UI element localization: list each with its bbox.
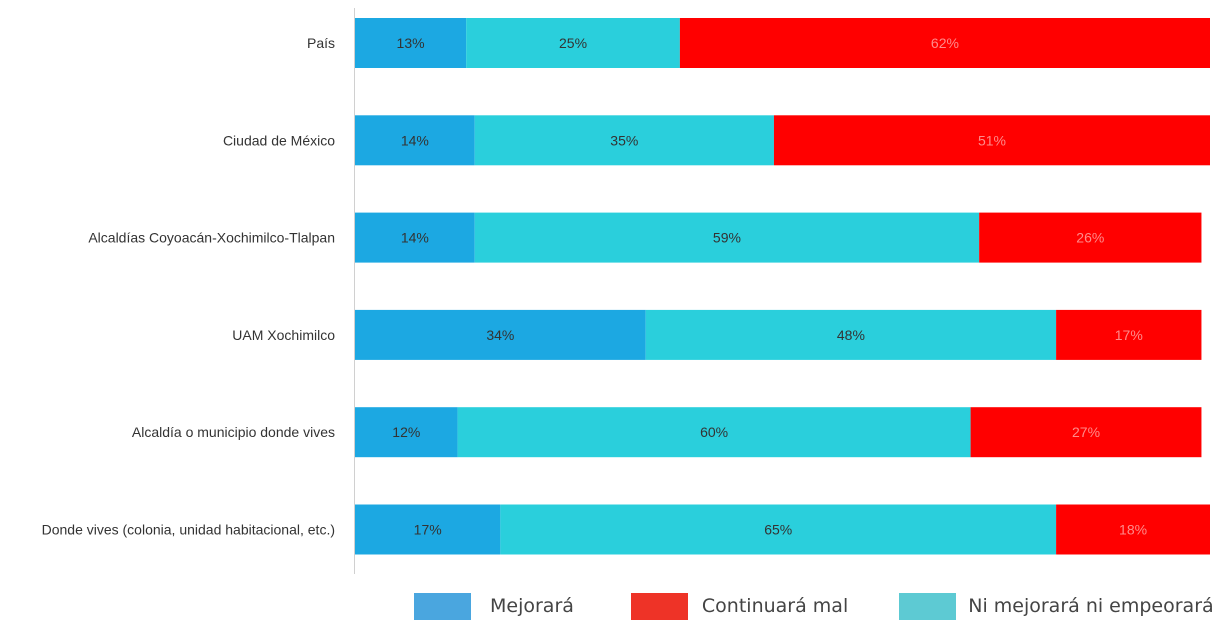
data-label-continuara-mal-ciudad-de-mexico: 51%: [978, 132, 1006, 148]
data-label-mejorara-pais: 13%: [397, 35, 425, 51]
bar-mejorara-donde-vives-colonia-unidad-habitacional-etc: [355, 504, 501, 555]
data-label-ni-mejorara-ni-empeorara-alcaldia-o-municipio-donde-vives: 60%: [700, 424, 728, 440]
data-label-ni-mejorara-ni-empeorara-uam-xochimilco: 48%: [837, 327, 865, 343]
category-labels: País Ciudad de México Alcaldías Coyoacán-X…: [42, 35, 336, 538]
legend-item-continuara-mal: Continuará mal: [630, 592, 849, 620]
category-label-uam-xochimilco: UAM Xochimilco: [232, 327, 335, 343]
bar-mejorara-alcaldias-coyoacan-xochimilco-tlalpan: [355, 212, 475, 263]
stacked-bar-chart: 13% 25% 62% 14% 35% 51% 14% 59% 26% 34% 48% 17% 12% 6…: [42, 8, 1210, 574]
bar-ni-mejorara-ni-empeorara-alcaldias-coyoacan-xochimilco-tlalpan: [474, 212, 980, 263]
legend-label-continuara-mal: Continuará mal: [701, 595, 849, 617]
data-label-continuara-mal-alcaldia-o-municipio-donde-vives: 27%: [1072, 424, 1100, 440]
bar-mejorara-alcaldia-o-municipio-donde-vives: [355, 407, 458, 458]
data-label-continuara-mal-alcaldias-coyoacan-xochimilco-tlalpan: 26%: [1076, 230, 1104, 246]
bar-continuara-mal-alcaldia-o-municipio-donde-vives: [970, 407, 1202, 458]
data-label-continuara-mal-uam-xochimilco: 17%: [1115, 327, 1143, 343]
category-label-alcaldia-o-municipio-donde-vives: Alcaldía o municipio donde vives: [132, 424, 335, 440]
legend-swatch-mejorara: [414, 592, 471, 620]
data-label-continuara-mal-pais: 62%: [931, 35, 959, 51]
data-label-mejorara-donde-vives-colonia-unidad-habitacional-etc: 17%: [414, 522, 442, 538]
bar-mejorara-uam-xochimilco: [355, 309, 646, 360]
bar-continuara-mal-uam-xochimilco: [1056, 309, 1202, 360]
bar-ni-mejorara-ni-empeorara-pais: [466, 18, 680, 68]
data-label-continuara-mal-donde-vives-colonia-unidad-habitacional-etc: 18%: [1119, 522, 1147, 538]
bar-mejorara-ciudad-de-mexico: [355, 115, 475, 166]
data-label-ni-mejorara-ni-empeorara-ciudad-de-mexico: 35%: [610, 132, 638, 148]
bar-continuara-mal-donde-vives-colonia-unidad-habitacional-etc: [1056, 504, 1210, 555]
bar-ni-mejorara-ni-empeorara-donde-vives-colonia-unidad-habitacional-etc: [500, 504, 1057, 555]
legend-label-mejorara: Mejorará: [490, 595, 574, 617]
data-label-ni-mejorara-ni-empeorara-pais: 25%: [559, 35, 587, 51]
data-label-mejorara-uam-xochimilco: 34%: [486, 327, 514, 343]
legend: Mejorará Continuará mal Ni mejorará ni e…: [414, 592, 1214, 620]
bars-group: 13% 25% 62% 14% 35% 51% 14% 59% 26% 34% 48% 17% 12% 6…: [355, 18, 1210, 555]
data-label-mejorara-alcaldias-coyoacan-xochimilco-tlalpan: 14%: [401, 230, 429, 246]
legend-swatch-ni-mejorara: [899, 592, 957, 620]
category-label-alcaldias-coyoacan-xochimilco-tlalpan: Alcaldías Coyoacán-Xochimilco-Tlalpan: [88, 230, 335, 246]
legend-swatch-continuara-mal: [630, 592, 688, 620]
data-label-ni-mejorara-ni-empeorara-alcaldias-coyoacan-xochimilco-tlalpan: 59%: [713, 230, 741, 246]
bar-ni-mejorara-ni-empeorara-ciudad-de-mexico: [474, 115, 774, 166]
data-label-mejorara-ciudad-de-mexico: 14%: [401, 132, 429, 148]
category-label-pais: País: [307, 35, 335, 51]
bar-continuara-mal-pais: [679, 18, 1210, 68]
legend-item-mejorara: Mejorará: [414, 592, 574, 620]
legend-label-ni-mejorara: Ni mejorará ni empeorará: [968, 595, 1214, 617]
bar-continuara-mal-ciudad-de-mexico: [773, 115, 1210, 166]
category-label-donde-vives-colonia-unidad-habitacional-etc: Donde vives (colonia, unidad habitaciona…: [42, 522, 335, 538]
legend-item-ni-mejorara: Ni mejorará ni empeorará: [899, 592, 1214, 620]
category-label-ciudad-de-mexico: Ciudad de México: [223, 132, 335, 148]
data-label-mejorara-alcaldia-o-municipio-donde-vives: 12%: [392, 424, 420, 440]
bar-ni-mejorara-ni-empeorara-uam-xochimilco: [645, 309, 1057, 360]
bar-mejorara-pais: [355, 18, 467, 68]
bar-continuara-mal-alcaldias-coyoacan-xochimilco-tlalpan: [979, 212, 1202, 263]
bar-ni-mejorara-ni-empeorara-alcaldia-o-municipio-donde-vives: [457, 407, 971, 458]
data-label-ni-mejorara-ni-empeorara-donde-vives-colonia-unidad-habitacional-etc: 65%: [764, 522, 792, 538]
